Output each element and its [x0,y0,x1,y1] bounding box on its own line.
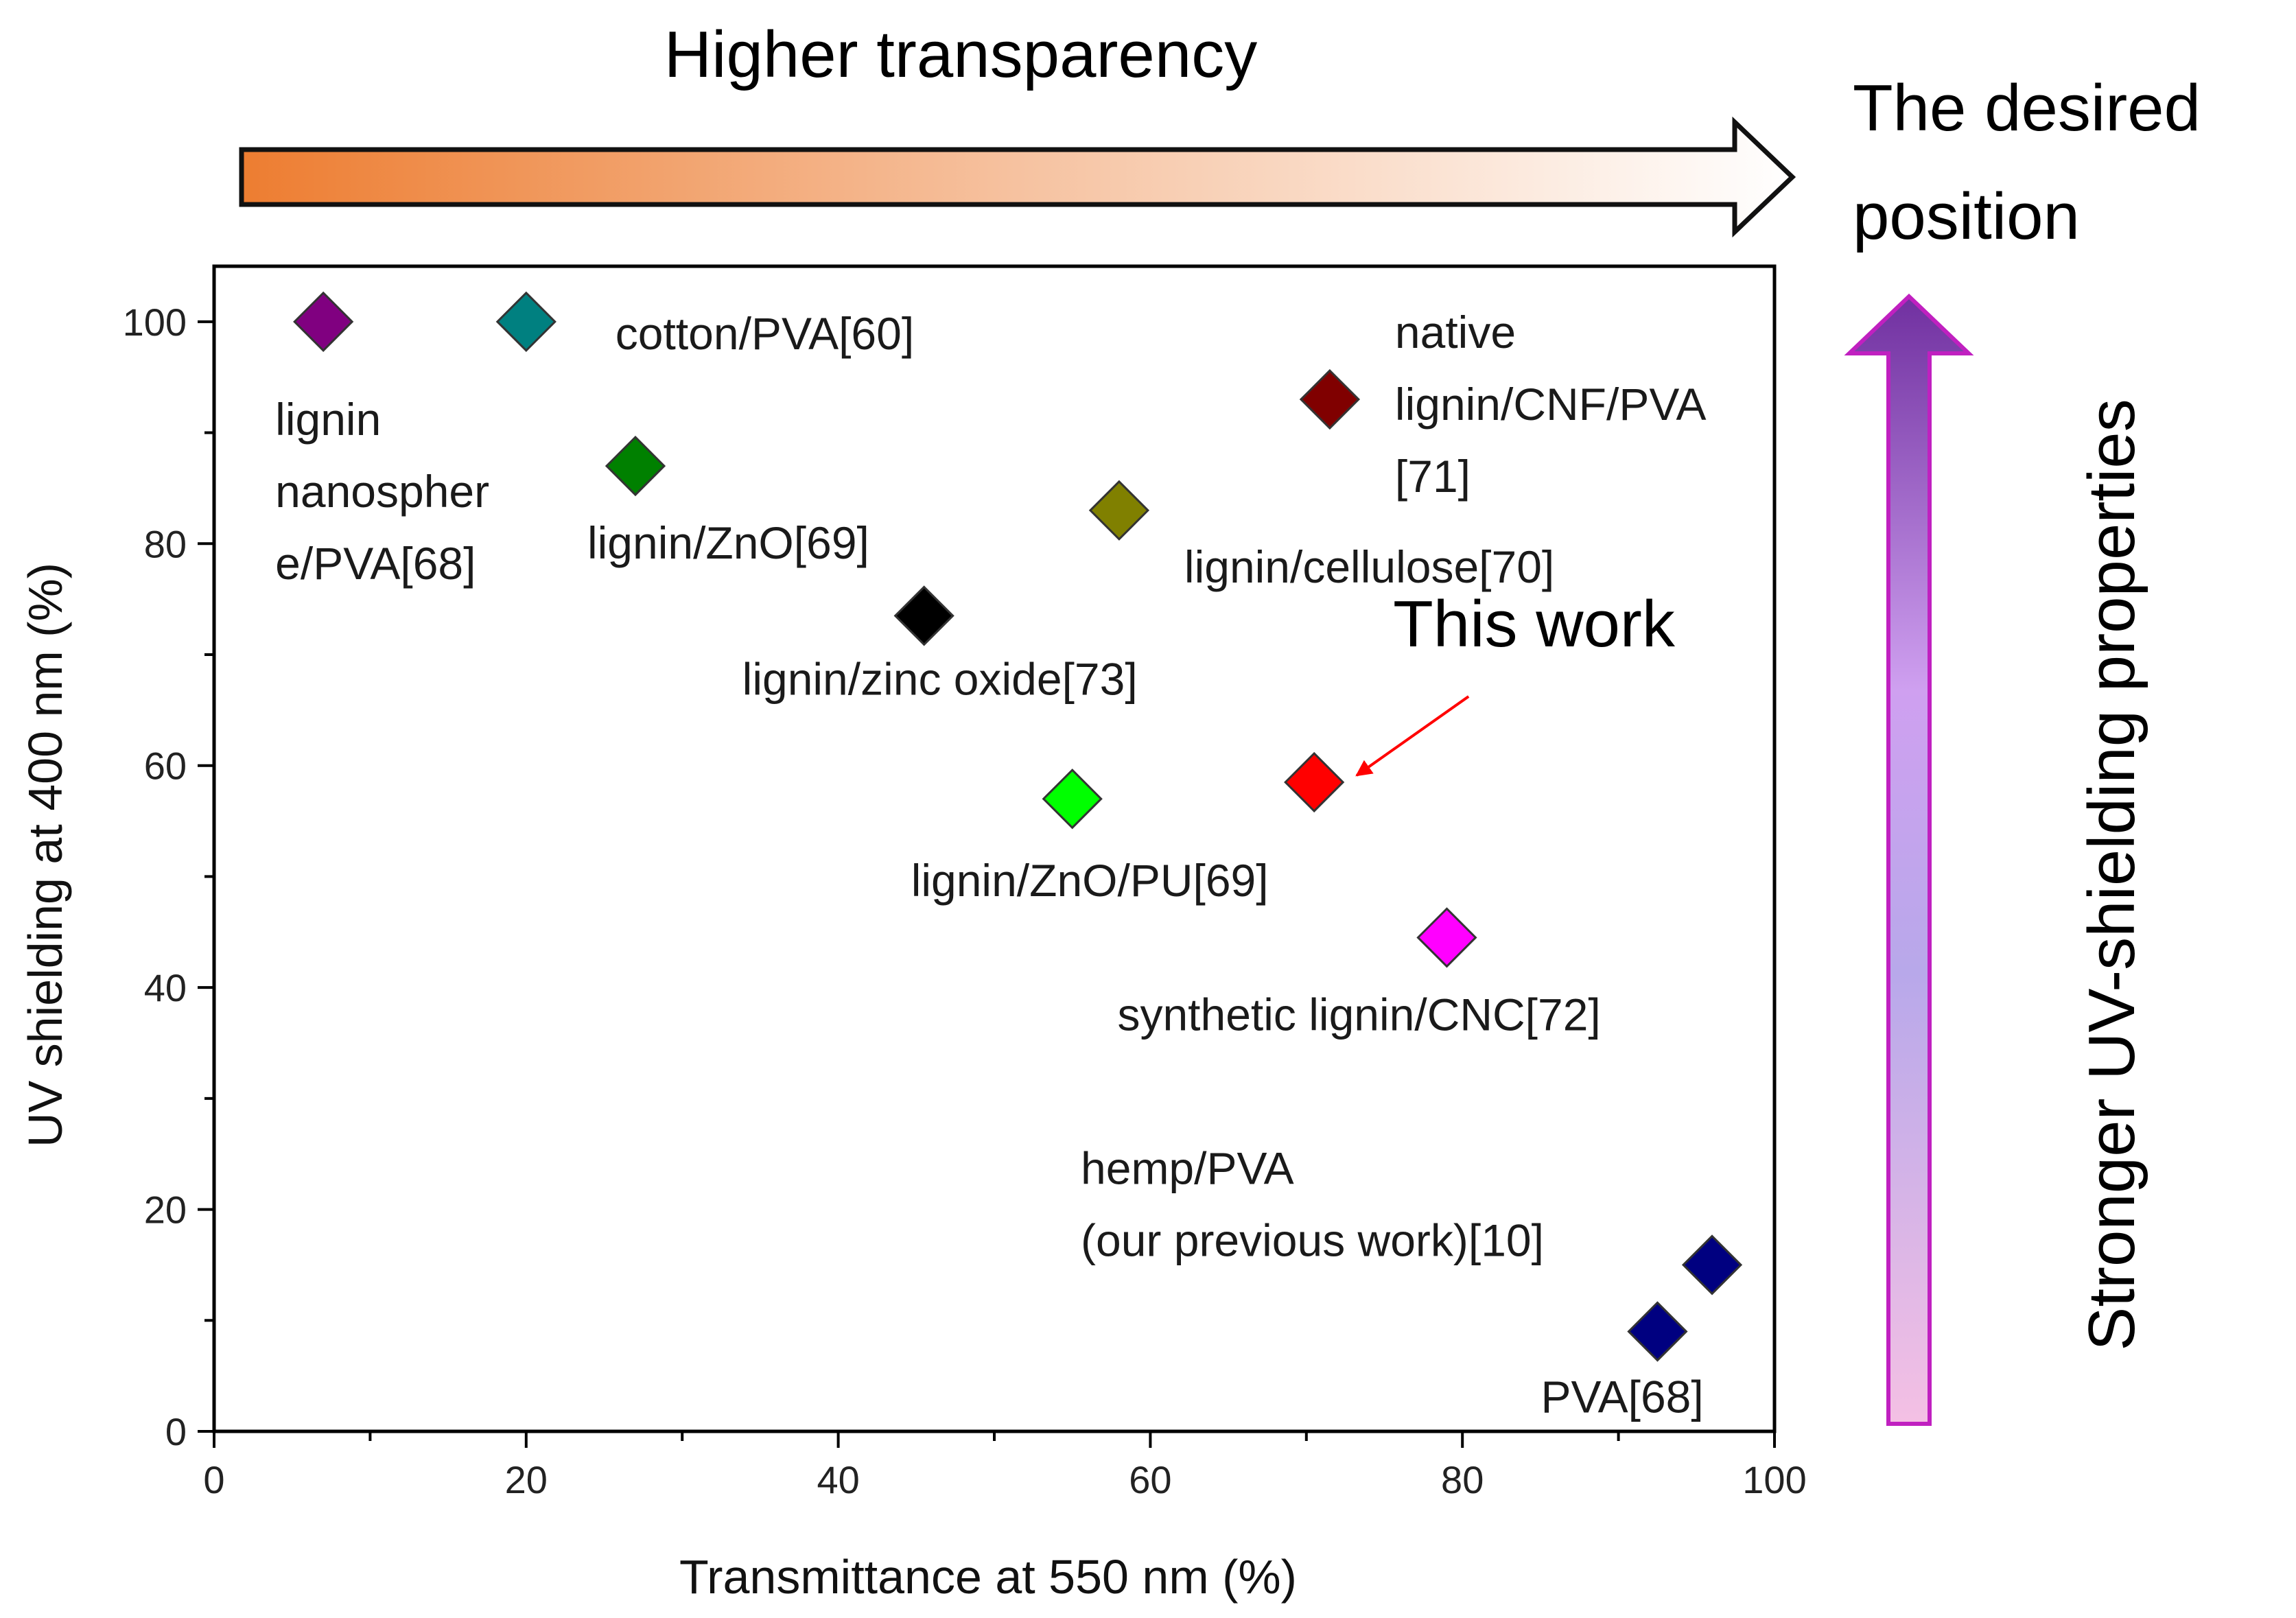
data-point [605,435,666,497]
point-label: PVA[68] [1541,1371,1703,1422]
point-label: synthetic lignin/CNC[72] [1117,989,1600,1040]
x-tick-label: 0 [203,1458,224,1501]
data-point [495,291,557,352]
data-point [1416,907,1477,968]
desired-position-line-2: position [1853,180,2080,253]
y-tick-label: 80 [144,522,187,565]
point-label: lignin/cellulose[70] [1184,541,1554,592]
point-label: hemp/PVA [1081,1142,1294,1193]
data-point [1627,1301,1688,1362]
uv-shielding-arrow [1844,293,1974,1426]
y-tick-label: 20 [144,1188,187,1232]
data-point [1284,751,1345,813]
point-label: cotton/PVA[60] [616,308,914,359]
point-label: native [1395,307,1516,357]
point-label: lignin/CNF/PVA [1395,379,1707,430]
desired-position-line-1: The desired [1853,71,2201,145]
data-point [1042,769,1103,830]
x-tick-label: 20 [505,1458,548,1501]
data-point [1299,368,1361,430]
point-label: lignin/zinc oxide[73] [742,653,1138,704]
this-work-label: This work [1393,587,1676,661]
data-point [1088,480,1150,541]
data-point [1681,1234,1743,1295]
y-tick-label: 100 [123,301,187,344]
point-label: lignin/ZnO[69] [587,517,869,568]
point-label: [71] [1395,451,1471,502]
point-label: e/PVA[68] [275,538,476,589]
x-tick-label: 80 [1441,1458,1484,1501]
x-tick-label: 60 [1129,1458,1171,1501]
top-arrow-label: Higher transparency [664,18,1257,91]
y-tick-label: 60 [144,744,187,788]
point-label: nanospher [275,466,489,517]
point-label: (our previous work)[10] [1081,1215,1544,1265]
y-tick-label: 40 [144,966,187,1009]
point-label: lignin [275,394,381,445]
point-label: lignin/ZnO/PU[69] [911,855,1269,906]
this-work-pointer-arrow [1355,695,1470,777]
x-tick-label: 100 [1742,1458,1806,1501]
x-axis-title: Transmittance at 550 nm (%) [679,1550,1297,1604]
side-arrow-label: Stronger UV-shielding properties [2075,399,2148,1350]
y-tick-label: 0 [165,1410,187,1453]
transparency-arrow [239,116,1796,238]
data-point [893,585,954,646]
x-tick-label: 40 [817,1458,859,1501]
data-point [293,291,354,352]
y-axis-title: UV shielding at 400 nm (%) [19,563,72,1147]
